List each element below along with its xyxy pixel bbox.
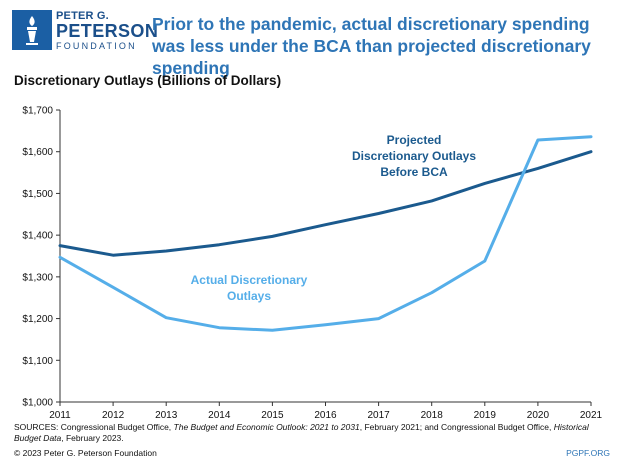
series-label-line: Actual Discretionary: [191, 273, 308, 287]
x-tick-label: 2021: [580, 410, 603, 421]
y-axis-ticks: $1,000 $1,100 $1,200 $1,300 $1,400 $1,500 $1,6…: [22, 106, 60, 409]
x-axis-ticks: 2011 2012 2013 2014 2015 2016 2017 2018 2019 2020…: [49, 402, 603, 421]
y-tick-label: $1,700: [22, 106, 53, 117]
sources-text-3: , February 2023.: [61, 432, 124, 443]
y-tick-label: $1,100: [22, 356, 53, 367]
sources-text-1: SOURCES: Congressional Budget Office,: [14, 422, 174, 432]
sources-title-2: Historical Budget Data: [14, 422, 589, 443]
x-tick-label: 2017: [367, 410, 390, 421]
series-label-line: Projected: [387, 133, 442, 147]
series-labels: Projected Discretionary Outlays Before BCA…: [191, 133, 477, 303]
website-link[interactable]: PGPF.ORG: [566, 448, 610, 458]
peterson-foundation-logo: PETER G. PETERSON FOUNDATION: [12, 10, 158, 62]
line-chart: $1,000 $1,100 $1,200 $1,300 $1,400 $1,500 $1,6…: [22, 106, 603, 422]
chart-title: Discretionary Outlays (Billions of Dolla…: [14, 73, 282, 88]
sources-title-1: The Budget and Economic Outlook: 2021 to…: [173, 422, 360, 432]
series-label-line: Before BCA: [380, 165, 448, 179]
logo-line-2: PETERSON: [56, 21, 159, 41]
y-tick-label: $1,600: [22, 147, 53, 158]
x-tick-label: 2014: [208, 410, 231, 421]
actual-outlays-line: [58, 135, 593, 332]
logo-line-3: FOUNDATION: [56, 41, 137, 51]
sources-text-2: , February 2021; and Congressional Budge…: [359, 422, 554, 432]
x-tick-label: 2019: [474, 410, 497, 421]
x-tick-label: 2018: [421, 410, 444, 421]
x-tick-label: 2015: [261, 410, 284, 421]
logo-line-1: PETER G.: [56, 10, 109, 22]
x-tick-label: 2012: [102, 410, 125, 421]
y-tick-label: $1,400: [22, 231, 53, 242]
sources-note: SOURCES: Congressional Budget Office, Th…: [14, 422, 614, 443]
x-tick-label: 2020: [527, 410, 550, 421]
series-label-line: Discretionary Outlays: [352, 149, 476, 163]
copyright-text: © 2023 Peter G. Peterson Foundation: [14, 448, 157, 458]
projected-outlays-line: [58, 150, 593, 257]
y-tick-label: $1,000: [22, 398, 53, 409]
y-tick-label: $1,500: [22, 189, 53, 200]
projected-outlays-label: Projected Discretionary Outlays Before BCA: [352, 133, 476, 179]
actual-outlays-label: Actual Discretionary Outlays: [191, 273, 308, 303]
y-tick-label: $1,200: [22, 314, 53, 325]
chart-axes: [59, 110, 591, 403]
y-tick-label: $1,300: [22, 272, 53, 283]
chart-headline: Prior to the pandemic, actual discretion…: [152, 14, 591, 78]
x-tick-label: 2013: [155, 410, 178, 421]
x-tick-label: 2016: [314, 410, 337, 421]
series-label-line: Outlays: [227, 289, 271, 303]
torch-icon: [12, 10, 52, 50]
series-lines: [58, 135, 593, 332]
x-tick-label: 2011: [49, 410, 71, 421]
